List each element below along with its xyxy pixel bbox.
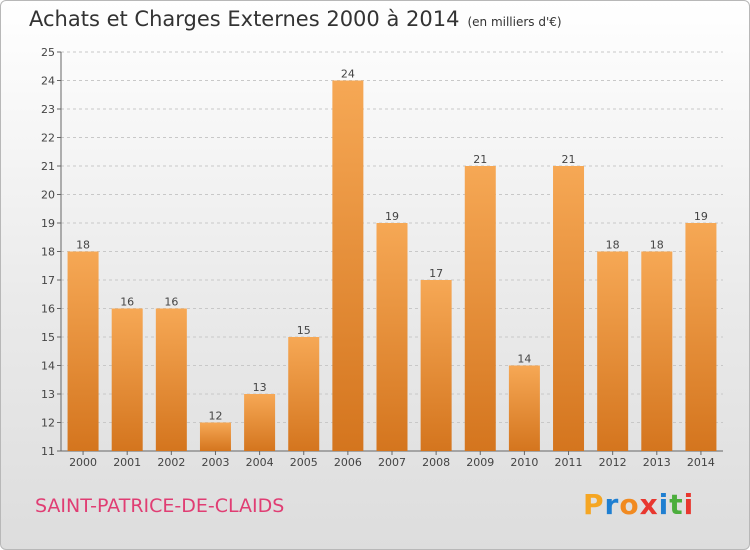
y-tick-label: 22: [41, 132, 55, 145]
labels: 11 12 13 14 15 16 17 18 19 20 21 22 23 24 25 18 2000 16 20…: [41, 46, 715, 469]
bar-2008[interactable]: [420, 280, 452, 451]
x-tick-label-2005: 2005: [290, 456, 318, 469]
x-tick-label-2013: 2013: [643, 456, 671, 469]
y-tick-label: 13: [41, 388, 55, 401]
data-label-2012: 18: [606, 239, 620, 252]
bar-2000[interactable]: [67, 251, 99, 452]
data-label-2014: 19: [694, 210, 708, 223]
bars: [67, 80, 717, 452]
y-tick-label: 20: [41, 189, 55, 202]
data-label-2008: 17: [429, 267, 443, 280]
y-tick-label: 24: [41, 75, 55, 88]
y-tick-label: 11: [41, 445, 55, 458]
chart-title: Achats et Charges Externes 2000 à 2014 (e…: [29, 7, 562, 31]
commune-name: SAINT-PATRICE-DE-CLAIDS: [35, 495, 285, 517]
x-tick-label-2004: 2004: [246, 456, 274, 469]
x-tick-label-2001: 2001: [113, 456, 141, 469]
x-tick-label-2003: 2003: [201, 456, 229, 469]
x-tick-label-2014: 2014: [687, 456, 715, 469]
bar-2011[interactable]: [553, 166, 585, 451]
x-tick-label-2009: 2009: [466, 456, 494, 469]
x-tick-label-2011: 2011: [555, 456, 583, 469]
logo-letter: t: [669, 488, 684, 521]
x-tick-label-2006: 2006: [334, 456, 362, 469]
data-label-2010: 14: [517, 353, 531, 366]
bar-2010[interactable]: [508, 365, 540, 452]
chart-subtitle: (en milliers d'€): [467, 15, 562, 29]
x-tick-label-2002: 2002: [157, 456, 185, 469]
y-tick-label: 18: [41, 246, 55, 259]
data-label-2006: 24: [341, 68, 355, 81]
y-tick-label: 16: [41, 303, 55, 316]
bar-2013[interactable]: [641, 251, 673, 452]
proxiti-logo[interactable]: Proxiti: [583, 488, 694, 521]
y-tick-label: 21: [41, 160, 55, 173]
x-tick-label-2000: 2000: [69, 456, 97, 469]
bar-2014[interactable]: [685, 223, 717, 451]
x-tick-label-2012: 2012: [599, 456, 627, 469]
data-label-2002: 16: [164, 296, 178, 309]
logo-letter: x: [639, 488, 659, 521]
y-tick-label: 14: [41, 360, 55, 373]
y-tick-label: 15: [41, 331, 55, 344]
logo-letter: r: [604, 488, 620, 521]
bar-2005[interactable]: [288, 337, 320, 451]
x-tick-label-2007: 2007: [378, 456, 406, 469]
data-label-2003: 12: [208, 410, 222, 423]
data-label-2007: 19: [385, 210, 399, 223]
data-label-2011: 21: [562, 153, 576, 166]
x-tick-label-2010: 2010: [510, 456, 538, 469]
bar-2002[interactable]: [155, 308, 187, 452]
data-label-2000: 18: [76, 239, 90, 252]
bar-2007[interactable]: [376, 223, 408, 451]
logo-letter: i: [683, 488, 695, 521]
bar-2006[interactable]: [332, 80, 364, 452]
data-label-2004: 13: [253, 381, 267, 394]
bar-2004[interactable]: [244, 394, 276, 451]
x-tick-label-2008: 2008: [422, 456, 450, 469]
data-label-2013: 18: [650, 239, 664, 252]
y-tick-label: 19: [41, 217, 55, 230]
bar-2003[interactable]: [199, 422, 231, 452]
logo-letter: P: [583, 488, 605, 521]
y-tick-label: 25: [41, 46, 55, 59]
data-label-2009: 21: [473, 153, 487, 166]
data-label-2005: 15: [297, 324, 311, 337]
y-tick-label: 12: [41, 417, 55, 430]
bar-2009[interactable]: [464, 166, 496, 451]
chart-title-text: Achats et Charges Externes 2000 à 2014: [29, 7, 460, 31]
logo-letter: i: [658, 488, 670, 521]
y-tick-label: 23: [41, 103, 55, 116]
logo-letter: o: [619, 488, 640, 521]
bar-2012[interactable]: [597, 251, 629, 452]
data-label-2001: 16: [120, 296, 134, 309]
y-tick-label: 17: [41, 274, 55, 287]
bar-2001[interactable]: [111, 308, 143, 452]
